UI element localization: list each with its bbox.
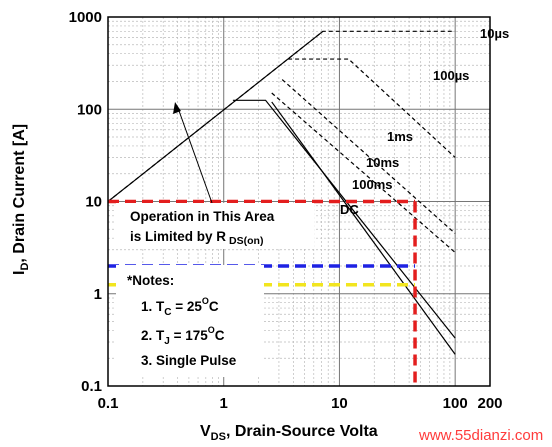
rdson-annotation-box (116, 203, 314, 249)
y-tick-label: 10 (85, 194, 102, 211)
x-tick-label: 200 (477, 395, 502, 412)
soa-curves (107, 30, 456, 355)
curve-label-100us: 100µs (433, 68, 469, 83)
x-tick-label: 1 (220, 395, 228, 412)
note-2: 2. TJ = 175OC (141, 325, 225, 347)
series-line-100ms (232, 99, 456, 339)
series-line-100s (288, 58, 456, 158)
curve-label-1ms: 1ms (387, 129, 413, 144)
series-line-10ms (271, 92, 456, 253)
rdson-limit-line (107, 30, 324, 202)
tick-labels: 0.1 1 10 100 200 0.1 1 10 100 1000 (69, 9, 503, 412)
annotation-arrow-line (177, 107, 213, 204)
y-axis-label: ID, Drain Current [A] (11, 124, 31, 275)
watermark-text: www.55dianzi.com (418, 427, 543, 444)
y-tick-label: 1000 (69, 9, 102, 26)
x-tick-label: 0.1 (98, 395, 119, 412)
curve-label-10ms: 10ms (366, 155, 399, 170)
curve-label-100ms: 100ms (352, 177, 392, 192)
annotation-arrow-head (173, 102, 181, 114)
notes-box (116, 265, 264, 377)
rdson-text-line-1: Operation in This Area (130, 209, 275, 224)
y-tick-label: 100 (77, 101, 102, 118)
series-line-1ms (281, 79, 456, 234)
note-3: 3. Single Pulse (141, 353, 237, 368)
y-tick-label: 1 (94, 286, 102, 303)
notes-title: *Notes: (127, 273, 174, 288)
note-1: 1. TC = 25OC (141, 296, 219, 318)
plot-frame (107, 16, 491, 387)
x-axis-label: VDS, Drain-Source Volta (200, 423, 378, 443)
rdson-text-line-2: is Limited by R DS(on) (130, 229, 263, 247)
watermark-background (404, 420, 552, 447)
x-tick-label: 10 (331, 395, 348, 412)
series-line-dc (271, 101, 456, 355)
x-tick-label: 100 (443, 395, 468, 412)
curve-label-dc: DC (340, 202, 359, 217)
y-tick-label: 0.1 (81, 378, 102, 395)
curve-label-10us: 10µs (480, 26, 509, 41)
